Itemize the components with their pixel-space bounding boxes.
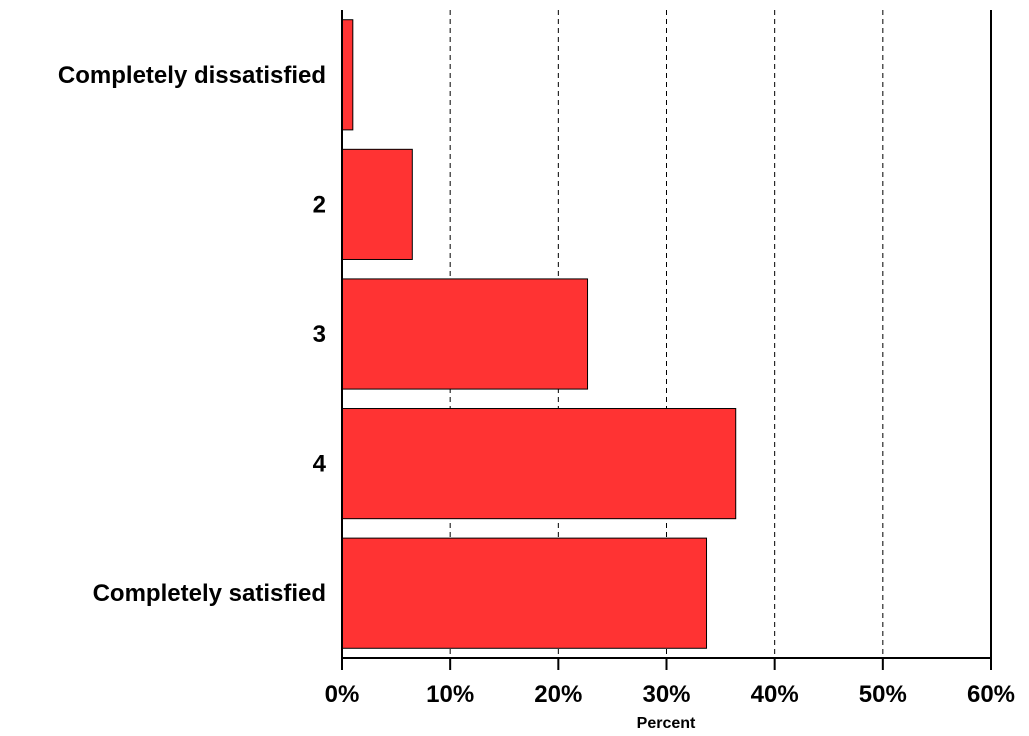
x-ticks: 0% 10% 20% 30% 40% 50% 60% <box>325 658 1015 708</box>
x-tick-label: 10% <box>426 681 474 708</box>
x-tick-label: 50% <box>859 681 907 708</box>
category-label: 3 <box>313 321 326 348</box>
x-tick-label: 20% <box>534 681 582 708</box>
x-tick-label: 30% <box>642 681 690 708</box>
x-tick-label: 40% <box>751 681 799 708</box>
bar <box>341 537 708 649</box>
bar <box>341 278 589 390</box>
category-label: Completely satisfied <box>93 580 326 607</box>
category-label: Completely dissatisfied <box>58 62 326 89</box>
category-label: 2 <box>313 191 326 218</box>
x-tick-label: 0% <box>325 681 360 708</box>
category-label: 4 <box>313 451 327 478</box>
bars <box>341 19 737 649</box>
x-axis-title: Percent <box>637 715 696 732</box>
bar <box>341 408 737 520</box>
bar <box>341 19 354 131</box>
category-labels: Completely dissatisfied 2 3 4 Completely sat… <box>58 62 327 607</box>
bar <box>341 148 413 260</box>
x-tick-label: 60% <box>967 681 1015 708</box>
